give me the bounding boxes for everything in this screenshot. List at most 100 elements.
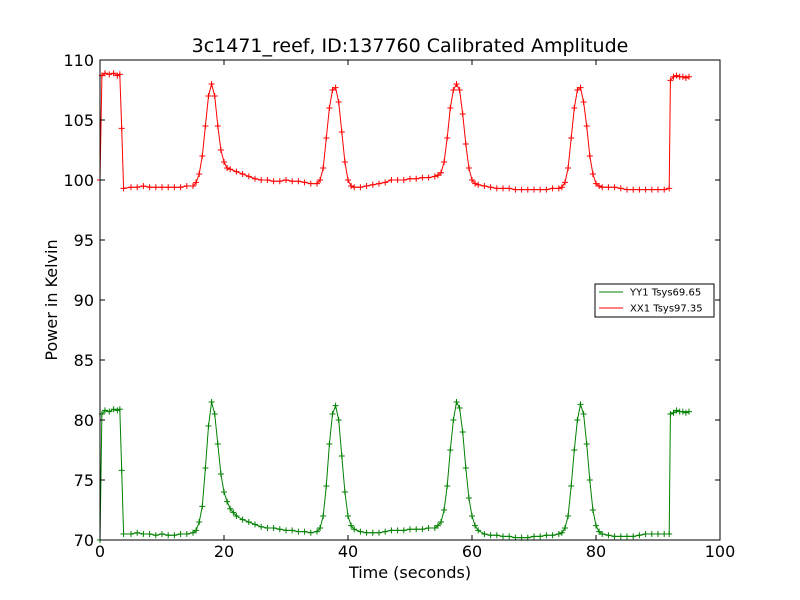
data-point — [419, 174, 426, 181]
data-point — [120, 531, 127, 537]
data-point — [500, 533, 506, 540]
data-point — [128, 184, 134, 191]
data-point — [605, 532, 612, 539]
plot-area — [97, 70, 692, 543]
data-point — [171, 532, 178, 539]
data-point — [611, 533, 618, 540]
data-point — [357, 528, 364, 535]
data-point — [580, 411, 587, 417]
data-point — [196, 519, 203, 525]
data-point — [506, 533, 513, 540]
x-tick-label: 0 — [95, 542, 105, 561]
data-point — [283, 177, 289, 183]
data-point — [543, 532, 550, 539]
data-point — [106, 71, 113, 78]
series-xx1 — [97, 70, 692, 193]
data-point — [531, 186, 537, 193]
data-point — [376, 180, 382, 187]
data-point — [444, 135, 451, 141]
data-point — [116, 406, 123, 413]
data-point — [537, 186, 544, 193]
data-point — [159, 184, 165, 191]
data-point — [462, 141, 469, 147]
data-point — [493, 185, 500, 192]
data-point — [686, 408, 692, 415]
data-point — [465, 165, 472, 171]
data-point — [500, 185, 506, 192]
data-point — [599, 531, 606, 537]
data-point — [670, 409, 677, 416]
data-point — [666, 531, 673, 537]
data-point — [264, 525, 271, 531]
data-point — [110, 70, 117, 77]
data-point — [245, 173, 252, 180]
y-tick-label: 95 — [74, 231, 94, 250]
data-point — [341, 489, 348, 495]
data-point — [394, 527, 401, 534]
data-point — [320, 165, 327, 171]
x-tick-label: 100 — [705, 542, 736, 561]
data-point — [211, 411, 218, 417]
data-point — [376, 529, 382, 536]
data-point — [599, 184, 606, 191]
data-point — [183, 531, 190, 537]
data-point — [456, 405, 463, 411]
legend-entry-yy1: YY1 Tsys69.65 — [599, 288, 701, 299]
data-point — [487, 532, 494, 539]
data-point — [227, 166, 234, 173]
data-point — [326, 105, 333, 111]
x-tick-label: 60 — [462, 542, 482, 561]
data-point — [233, 513, 240, 519]
data-point — [357, 184, 364, 191]
data-point — [434, 172, 441, 179]
data-point — [245, 519, 252, 525]
data-point — [301, 179, 308, 186]
data-point — [165, 184, 172, 191]
data-point — [199, 153, 206, 159]
series-line — [99, 72, 690, 191]
data-point — [642, 186, 649, 193]
y-tick-label: 110 — [63, 51, 94, 70]
data-point — [549, 185, 556, 192]
data-point — [208, 399, 215, 405]
data-point — [193, 179, 200, 186]
data-point — [388, 177, 395, 183]
data-point — [211, 93, 218, 99]
data-point — [258, 177, 265, 183]
y-tick-label: 75 — [74, 471, 94, 490]
data-point — [518, 186, 525, 193]
data-point — [106, 408, 113, 415]
legend-entry-xx1: XX1 Tsys97.35 — [599, 304, 703, 315]
y-tick-label: 80 — [74, 411, 94, 430]
data-point — [323, 135, 330, 141]
chart-title: 3c1471_reef, ID:137760 Calibrated Amplit… — [192, 35, 629, 57]
data-point — [258, 523, 265, 530]
data-point — [101, 70, 108, 77]
data-point — [648, 531, 655, 537]
data-point — [583, 123, 590, 129]
data-point — [419, 526, 426, 533]
data-point — [208, 81, 215, 87]
data-point — [589, 507, 596, 513]
data-point — [431, 173, 438, 180]
data-point — [456, 87, 463, 93]
data-point — [214, 441, 221, 447]
data-point — [307, 180, 314, 187]
data-point — [558, 184, 565, 191]
data-point — [165, 532, 172, 539]
data-point — [586, 153, 593, 159]
data-point — [348, 522, 355, 529]
data-point — [555, 185, 562, 192]
data-point — [323, 483, 330, 489]
data-point — [205, 93, 212, 99]
data-point — [577, 84, 584, 91]
data-point — [177, 184, 184, 191]
data-point — [413, 175, 420, 182]
data-point — [289, 527, 296, 534]
data-point — [276, 178, 283, 185]
data-point — [596, 528, 603, 535]
legend: YY1 Tsys69.65 XX1 Tsys97.35 — [594, 283, 715, 318]
data-point — [110, 406, 117, 413]
data-point — [431, 525, 438, 531]
data-point — [481, 531, 488, 537]
